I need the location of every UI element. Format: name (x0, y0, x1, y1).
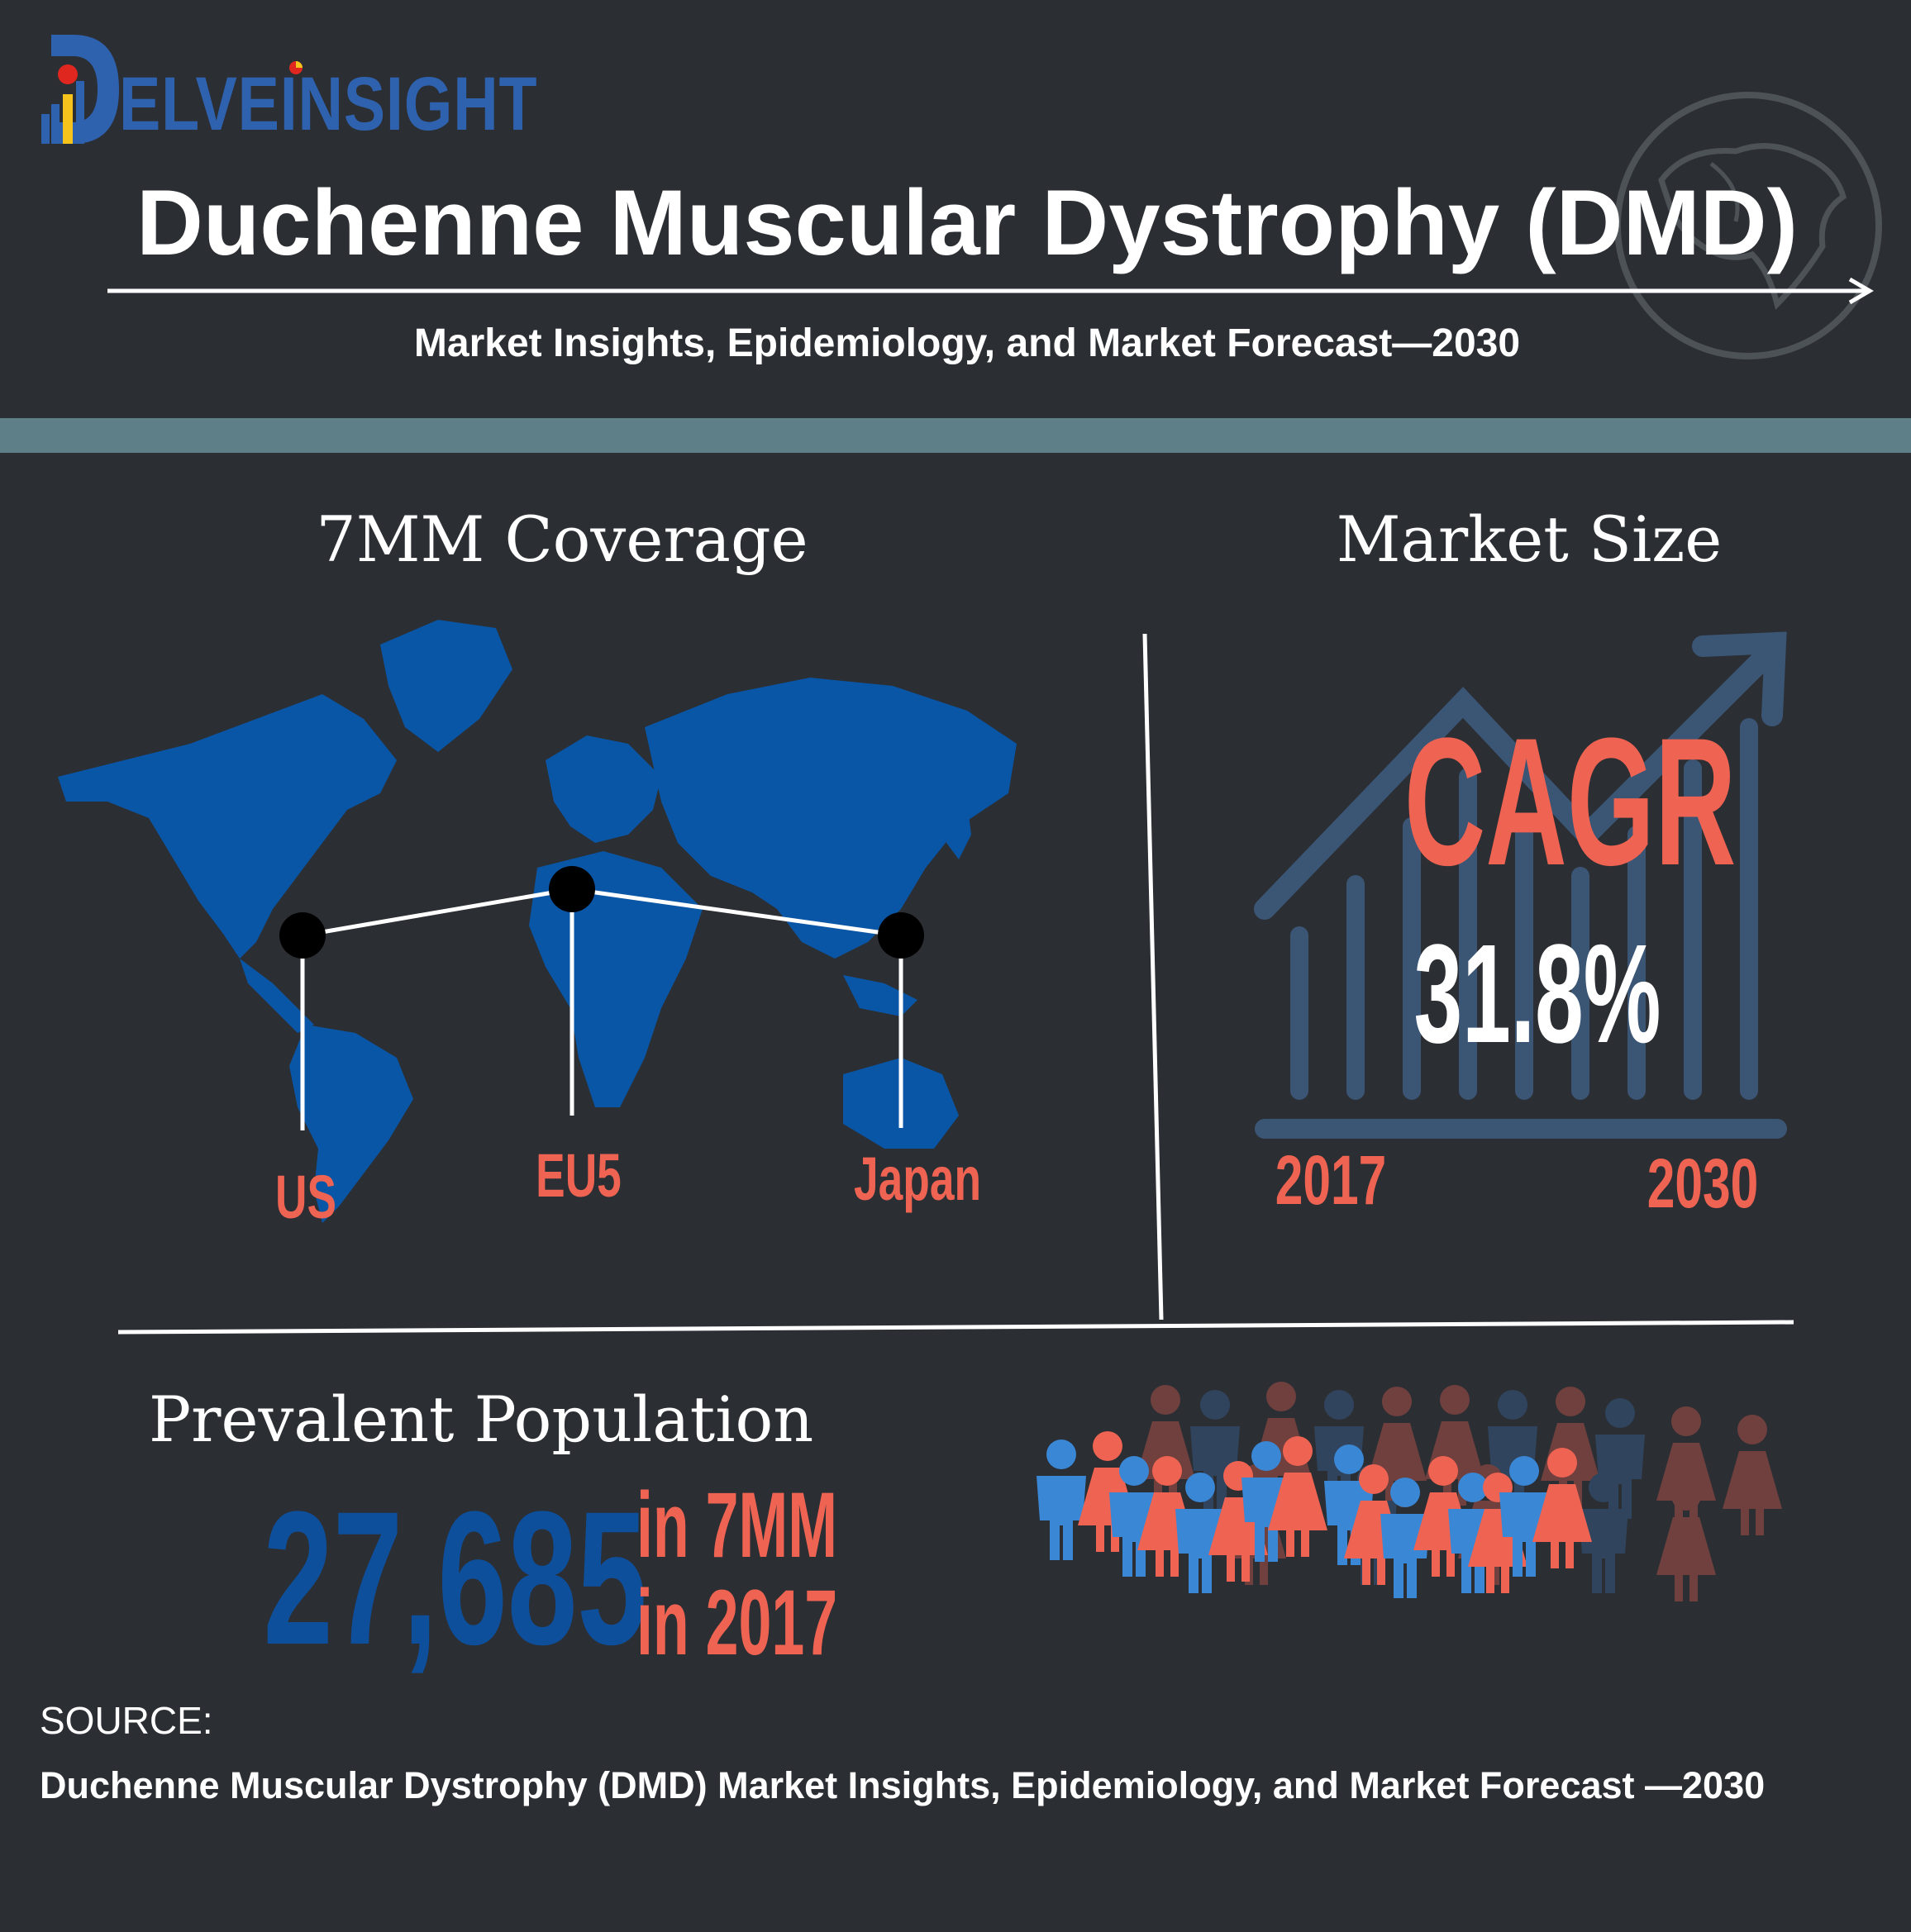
eu5-marker-icon (549, 866, 595, 912)
brand-logo: ELVEINSIGHT (40, 31, 569, 147)
logo-dot-icon (289, 61, 303, 74)
growth-chart-icon (1254, 631, 1787, 1139)
cagr-value: 31.8% (1413, 916, 1661, 1073)
page-title: Duchenne Muscular Dystrophy (DMD) (136, 171, 1798, 274)
source-label: SOURCE: (40, 1699, 213, 1742)
us-marker-icon (279, 912, 326, 959)
population-note-year: in 2017 (636, 1571, 838, 1674)
region-us: US (274, 1163, 337, 1231)
section-divider-vertical (1142, 633, 1164, 1321)
header-divider-band (0, 418, 1911, 453)
logo-text: ELVEINSIGHT (119, 62, 538, 146)
source-text: Duchenne Muscular Dystrophy (DMD) Market… (40, 1764, 1766, 1806)
logo-mark-icon (41, 35, 119, 144)
globe-icon (1614, 92, 1882, 359)
coverage-connector-lines (279, 866, 924, 1130)
start-year: 2017 (1275, 1141, 1387, 1219)
end-year: 2030 (1647, 1144, 1759, 1222)
coverage-heading: 7MM Coverage (316, 502, 808, 576)
japan-marker-icon (878, 912, 924, 959)
cagr-label: CAGR (1403, 700, 1737, 903)
region-japan: Japan (854, 1144, 981, 1213)
page-subtitle: Market Insights, Epidemiology, and Marke… (413, 321, 1521, 365)
region-eu5: EU5 (536, 1141, 622, 1210)
title-arrow (107, 277, 1874, 305)
population-note-region: in 7MM (636, 1473, 837, 1577)
population-value: 27,685 (263, 1472, 647, 1684)
section-divider-horizontal (117, 1320, 1794, 1335)
market-heading: Market Size (1336, 502, 1723, 576)
population-heading: Prevalent Population (149, 1382, 814, 1456)
people-crowd-icon (1037, 1382, 1782, 1601)
